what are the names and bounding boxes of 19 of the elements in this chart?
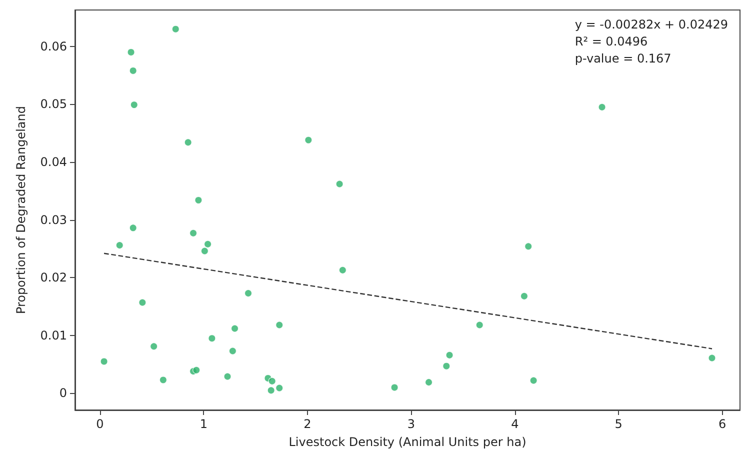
y-tick-label: 0.03 bbox=[40, 212, 67, 227]
annotation: y = -0.00282x + 0.02429 bbox=[574, 18, 728, 32]
y-tick-label: 0.02 bbox=[40, 270, 67, 285]
x-tick-label: 1 bbox=[200, 417, 208, 431]
y-tick-label: 0.05 bbox=[40, 97, 67, 112]
x-tick-label: 0 bbox=[96, 417, 104, 431]
y-axis-title: Proportion of Degraded Rangeland bbox=[14, 106, 28, 314]
y-tick-label: 0.01 bbox=[40, 328, 67, 342]
x-tick-label: 4 bbox=[511, 417, 519, 431]
annotation: p-value = 0.167 bbox=[574, 52, 672, 66]
x-tick-label: 3 bbox=[407, 417, 415, 431]
x-tick-label: 6 bbox=[718, 417, 726, 431]
x-axis-title: Livestock Density (Animal Units per ha) bbox=[288, 435, 526, 449]
y-tick-label: 0.06 bbox=[40, 39, 67, 54]
x-tick-label: 5 bbox=[614, 417, 622, 431]
x-tick-label: 2 bbox=[304, 417, 312, 431]
y-tick-label: 0.04 bbox=[40, 155, 67, 170]
y-tick-label: 0 bbox=[59, 386, 67, 400]
annotation: R² = 0.0496 bbox=[574, 34, 648, 48]
